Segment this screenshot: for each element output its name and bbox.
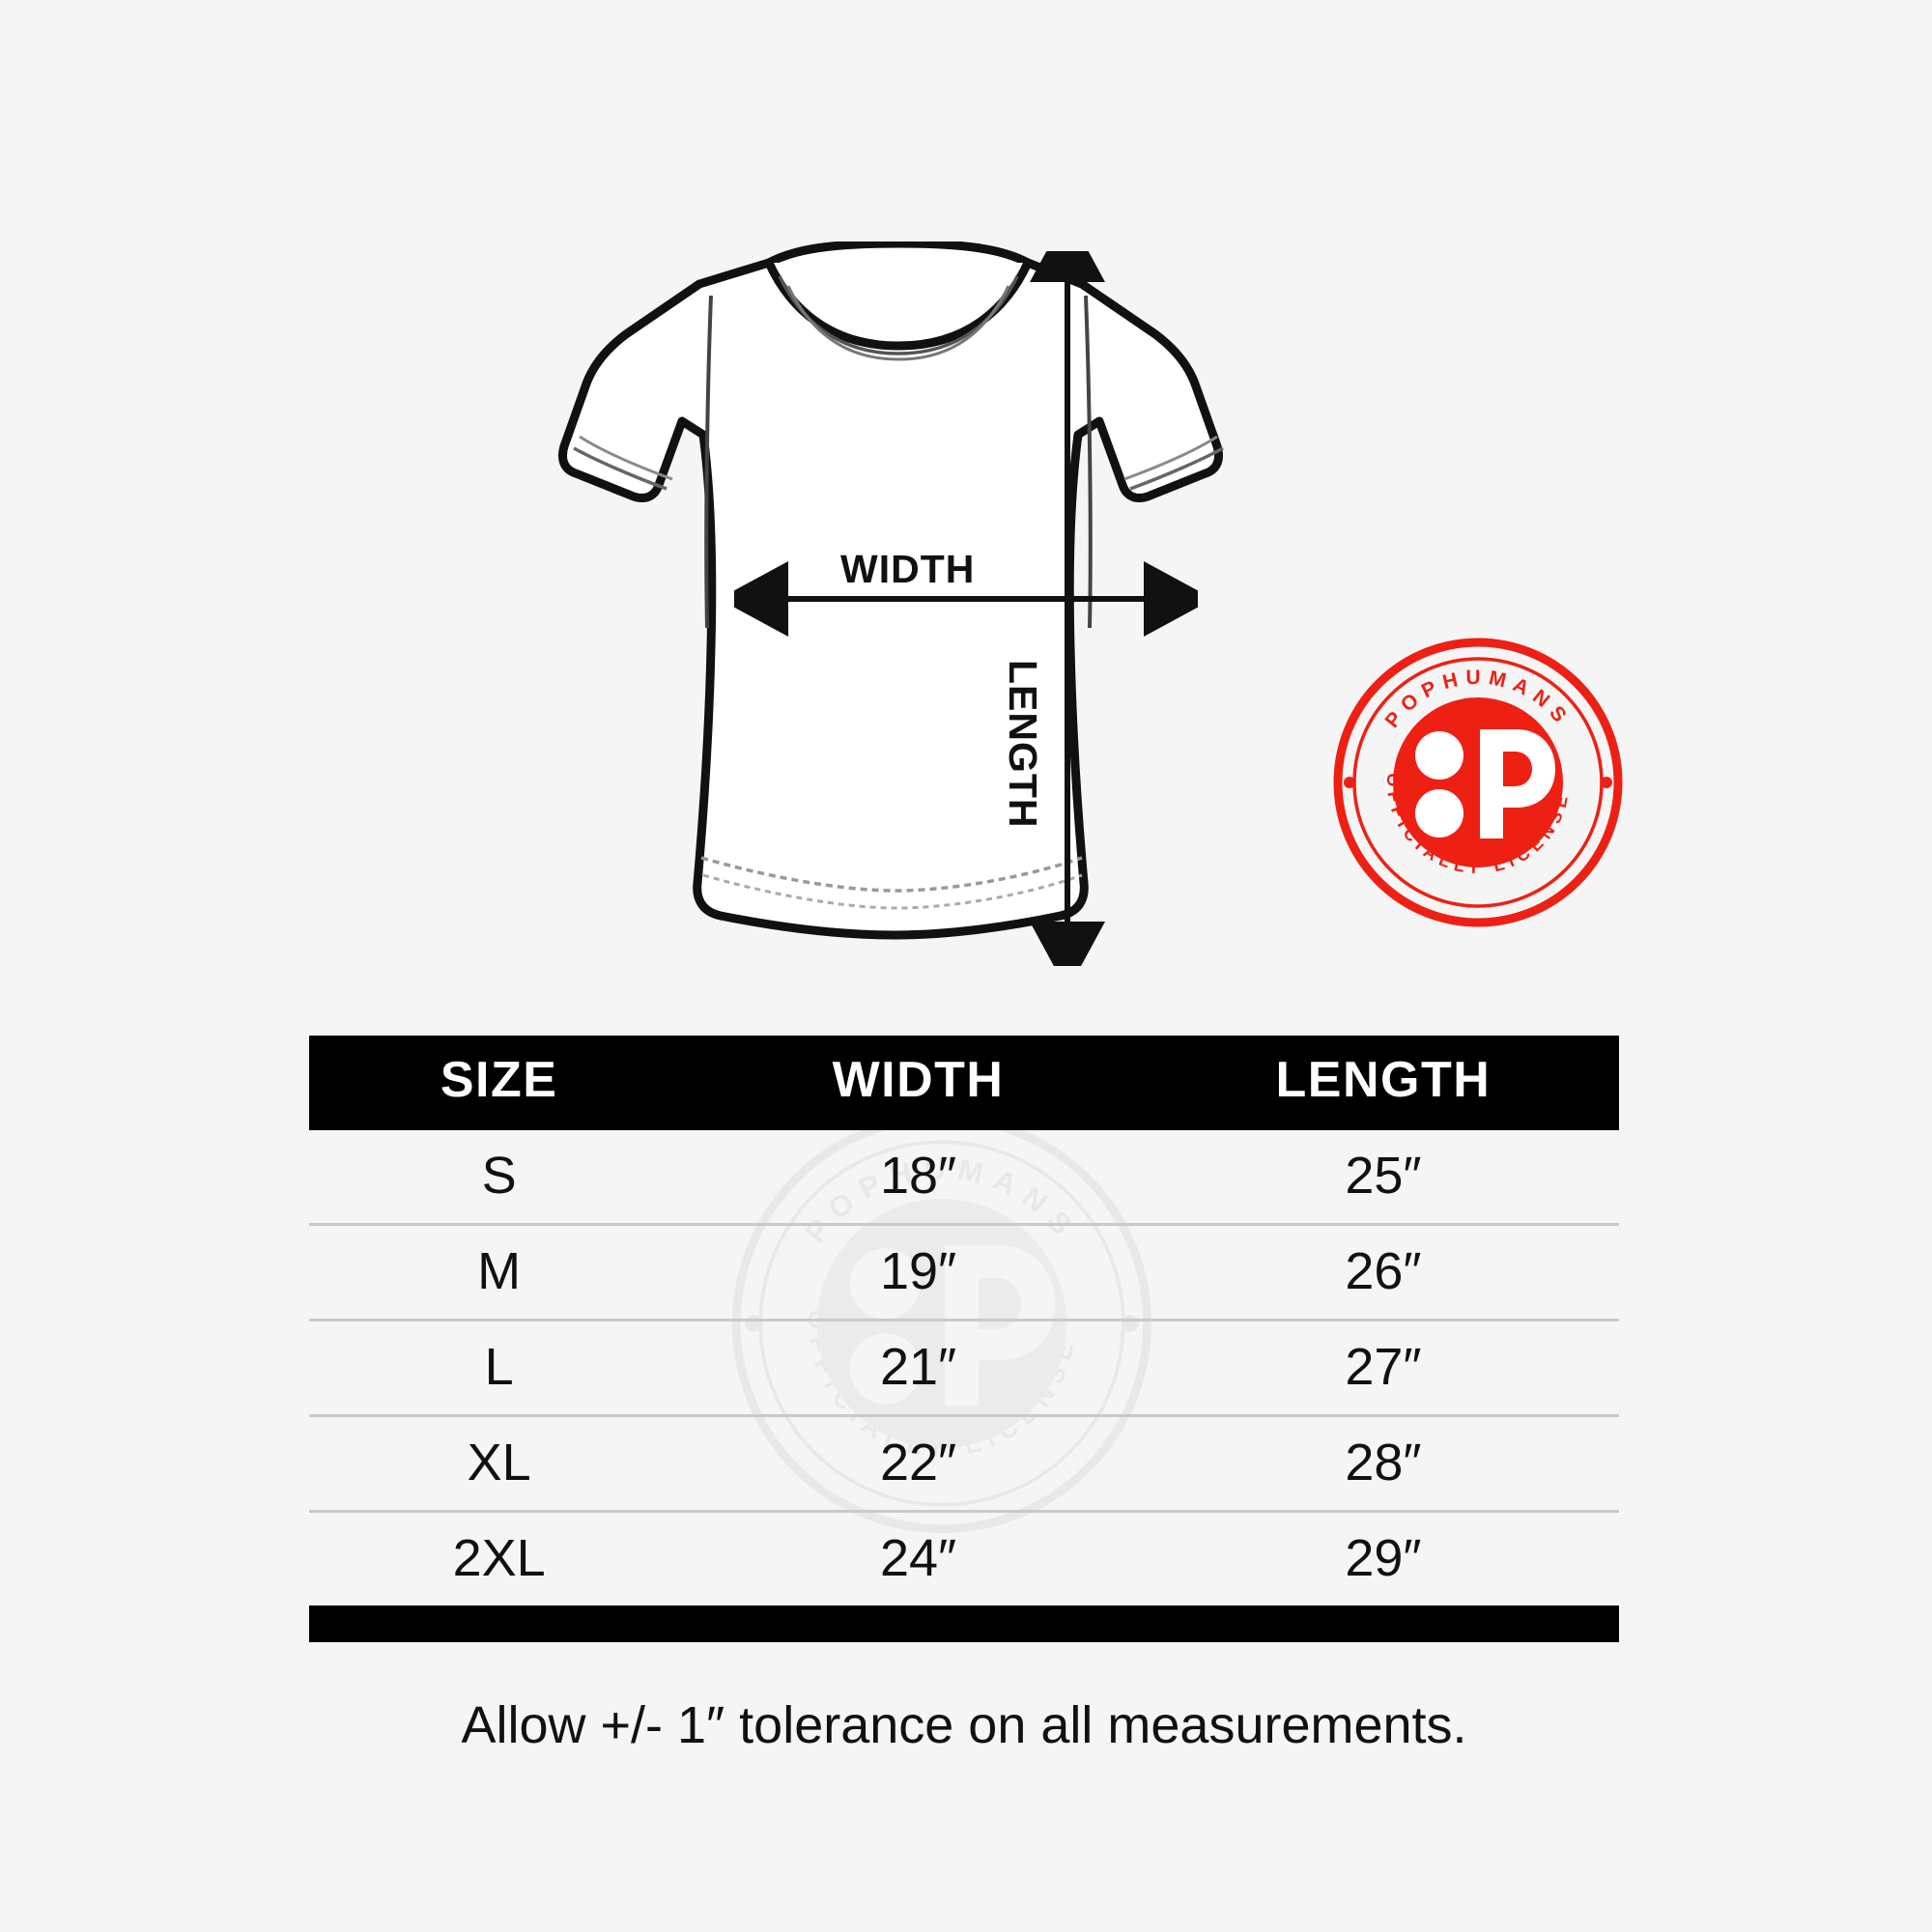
size-chart-table: SIZE WIDTH LENGTH S 18″ 25″ M 19″ 26″ L bbox=[309, 1036, 1619, 1642]
measurement-arrows bbox=[734, 251, 1198, 966]
cell-length: 28″ bbox=[1147, 1415, 1619, 1513]
cell-length: 25″ bbox=[1147, 1130, 1619, 1226]
badge-left-dot bbox=[1344, 777, 1355, 788]
cell-size: 2XL bbox=[452, 1529, 546, 1587]
column-header-length: LENGTH bbox=[1275, 1052, 1492, 1108]
pophumans-licensed-badge: POPHUMANS OFFICIALLY LICENSED bbox=[1333, 638, 1623, 927]
cell-width: 18″ bbox=[689, 1130, 1148, 1226]
cell-length: 26″ bbox=[1147, 1224, 1619, 1321]
tolerance-note: Allow +/- 1″ tolerance on all measuremen… bbox=[461, 1696, 1467, 1754]
table-row: L 21″ 27″ bbox=[309, 1320, 1619, 1417]
cell-size: L bbox=[309, 1320, 690, 1417]
table-row: XL 22″ 28″ bbox=[309, 1415, 1619, 1513]
cell-size: S bbox=[309, 1130, 690, 1226]
cell-length: 29″ bbox=[1345, 1529, 1422, 1587]
table-row: S 18″ 25″ bbox=[309, 1130, 1619, 1226]
length-dimension-label: LENGTH bbox=[1001, 660, 1045, 829]
table-row: 2XL 24″ 29″ bbox=[309, 1512, 1619, 1606]
cell-size: XL bbox=[309, 1415, 690, 1513]
badge-dot-upper bbox=[1415, 731, 1463, 780]
column-header-width: WIDTH bbox=[832, 1052, 1005, 1108]
cell-width: 24″ bbox=[879, 1529, 957, 1587]
shirt-illustration: WIDTH LENGTH POPHUMANS OFFICIALLY LICENS… bbox=[558, 242, 1623, 966]
badge-outer-ring bbox=[1333, 638, 1623, 927]
column-header-size: SIZE bbox=[440, 1052, 558, 1108]
badge-monogram bbox=[1480, 729, 1555, 838]
cell-width: 19″ bbox=[689, 1224, 1148, 1321]
table-header-row: SIZE WIDTH LENGTH bbox=[309, 1036, 1619, 1130]
table-bottom-bar bbox=[309, 1605, 1619, 1642]
cell-length: 27″ bbox=[1147, 1320, 1619, 1417]
badge-right-dot bbox=[1601, 777, 1612, 788]
cell-width: 22″ bbox=[689, 1415, 1148, 1513]
cell-size: M bbox=[309, 1224, 690, 1321]
badge-dot-lower bbox=[1415, 789, 1463, 838]
table-row: M 19″ 26″ bbox=[309, 1224, 1619, 1321]
cell-width: 21″ bbox=[689, 1320, 1148, 1417]
width-dimension-label: WIDTH bbox=[840, 547, 976, 591]
